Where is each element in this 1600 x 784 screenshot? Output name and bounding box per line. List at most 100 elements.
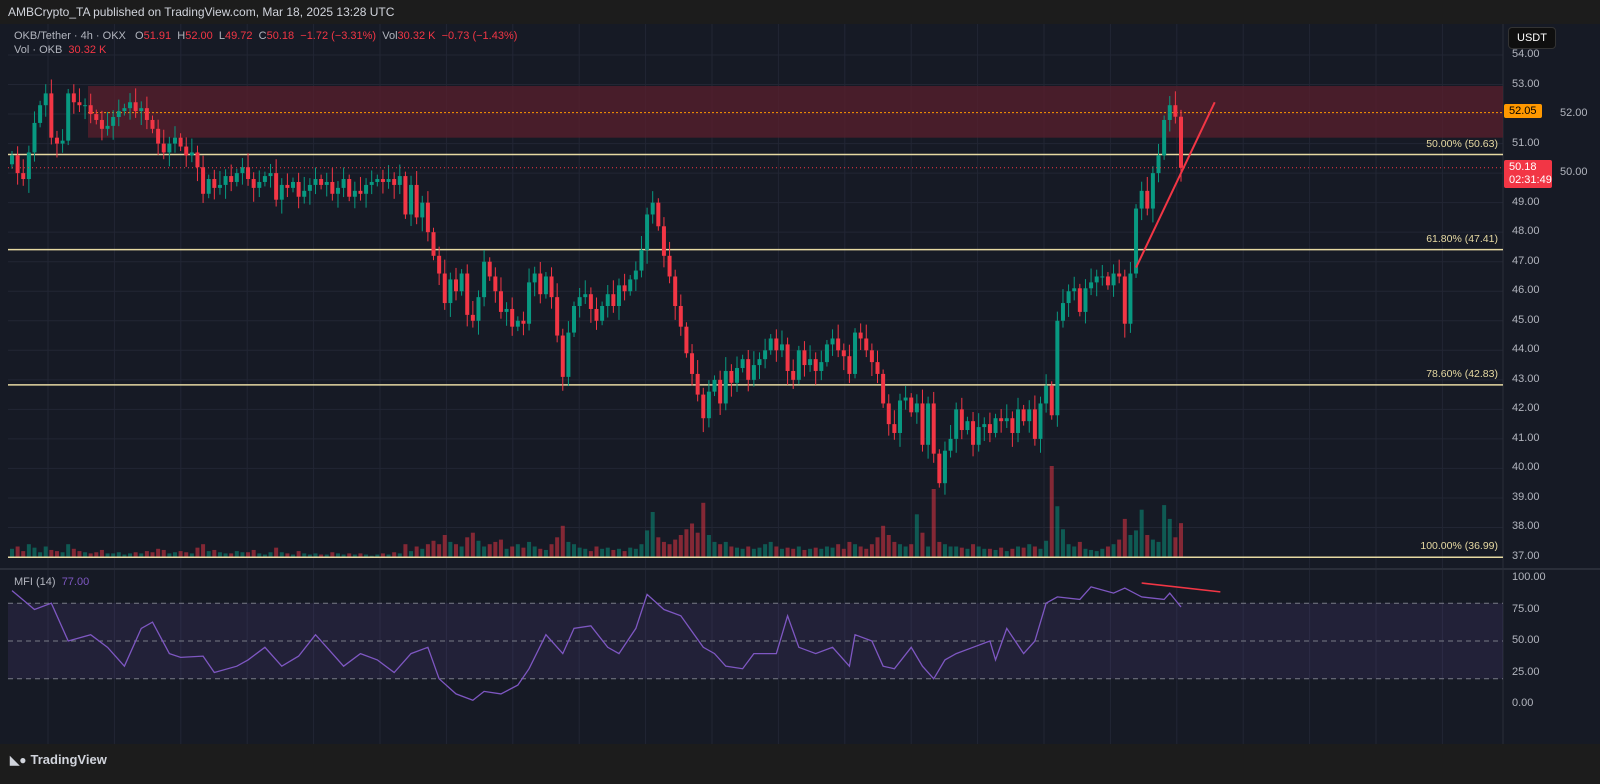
candle-body	[420, 202, 425, 218]
candle-body	[650, 202, 655, 215]
candle-body	[808, 359, 813, 366]
price-axis-label: 46.00	[1512, 284, 1540, 297]
candle-body	[296, 181, 301, 197]
volume-bar	[678, 535, 683, 558]
publish-header: AMBCrypto_TA published on TradingView.co…	[0, 0, 1600, 24]
volume-bar	[128, 553, 133, 558]
volume-bar	[566, 541, 571, 558]
candle-body	[504, 308, 509, 312]
candle-body	[611, 294, 616, 307]
candle-body	[1128, 273, 1133, 324]
volume-bar	[1060, 529, 1065, 558]
volume-bar	[1027, 544, 1032, 558]
volume-bar	[279, 552, 284, 558]
volume-bar	[498, 539, 503, 558]
candle-body	[1117, 273, 1122, 277]
candle-body	[66, 93, 71, 141]
mfi-line	[11, 586, 1182, 701]
candle-body	[1100, 276, 1105, 278]
candle-body	[667, 255, 672, 277]
candle-body	[43, 93, 48, 106]
tradingview-logo[interactable]: ◣● TradingView	[10, 752, 107, 767]
currency-button[interactable]: USDT	[1508, 27, 1556, 49]
volume-bar	[768, 541, 773, 558]
brand-name: TradingView	[30, 752, 107, 767]
candle-body	[903, 397, 908, 401]
volume-bar	[1122, 518, 1127, 558]
volume-bar	[1083, 548, 1088, 558]
candle-body	[1066, 291, 1071, 304]
price-axis-label: 52.00	[1560, 107, 1588, 120]
candle-body	[959, 409, 964, 431]
candle-body	[628, 279, 633, 292]
volume-bar	[673, 539, 678, 558]
volume-bar	[1089, 549, 1094, 558]
candle-body	[965, 421, 970, 431]
candle-body	[1032, 409, 1037, 439]
volume-bar	[510, 546, 515, 558]
candle-body	[15, 155, 20, 174]
candle-body	[920, 403, 925, 445]
volume-bar	[307, 554, 312, 558]
candle-body	[150, 119, 155, 129]
volume-bar	[712, 541, 717, 558]
volume-bar	[1179, 523, 1183, 558]
volume-bar	[729, 546, 734, 558]
chart-area[interactable]: OKB/Tether · 4h · OKX O51.91 H52.00 L49.…	[0, 24, 1600, 756]
fib-label: 100.00% (36.99)	[1420, 540, 1498, 553]
volume-bar	[246, 552, 251, 558]
candle-body	[791, 370, 796, 380]
volume-bar	[942, 544, 947, 558]
volume-bar	[482, 546, 487, 558]
candle-body	[645, 214, 650, 250]
candle-body	[1055, 320, 1060, 416]
volume-bar	[217, 552, 222, 558]
candle-body	[88, 105, 93, 115]
close-value: 50.18	[266, 30, 295, 42]
candle-body	[1150, 173, 1155, 209]
volume-bar	[178, 551, 183, 558]
volume-bar	[639, 544, 644, 558]
volume-bar	[414, 546, 419, 558]
volume-bar	[364, 554, 369, 558]
price-axis-label: 47.00	[1512, 254, 1540, 267]
open-label: O	[135, 30, 144, 42]
volume-bar	[1016, 546, 1021, 558]
candle-body	[1173, 105, 1178, 117]
volume-series-label[interactable]: Vol · OKB	[14, 44, 63, 56]
volume-bar	[172, 552, 177, 558]
volume-bar	[897, 544, 902, 558]
candle-body	[335, 187, 340, 194]
candle-body	[319, 179, 324, 185]
candle-body	[566, 332, 571, 377]
candle-body	[54, 137, 59, 144]
candle-body	[527, 282, 532, 324]
candle-body	[661, 226, 666, 256]
volume-bar	[403, 544, 408, 558]
candle-body	[409, 184, 414, 215]
volume-bar	[763, 544, 768, 558]
candle-body	[49, 93, 54, 138]
candle-body	[858, 332, 863, 339]
candle-body	[954, 409, 959, 439]
volume-bar	[161, 549, 166, 558]
fib-label: 61.80% (47.41)	[1426, 232, 1498, 245]
symbol-label[interactable]: OKB/Tether · 4h · OKX	[14, 30, 126, 42]
price-axis-label: 53.00	[1512, 77, 1540, 90]
volume-bar	[594, 546, 599, 558]
mfi-label[interactable]: MFI (14)	[14, 576, 56, 588]
candle-body	[364, 184, 369, 194]
volume-bar	[937, 541, 942, 558]
candle-body	[448, 279, 453, 304]
last-price: 50.18	[1509, 161, 1537, 173]
candle-body	[476, 297, 481, 321]
candle-body	[729, 370, 734, 383]
candle-body	[431, 232, 436, 256]
price-axis-label: 39.00	[1512, 490, 1540, 503]
candle-body	[1179, 116, 1183, 168]
volume-bar	[588, 551, 593, 558]
candle-body	[971, 421, 976, 445]
volume-bar	[139, 553, 144, 558]
chart-canvas[interactable]	[0, 24, 1600, 744]
candle-body	[403, 176, 408, 215]
